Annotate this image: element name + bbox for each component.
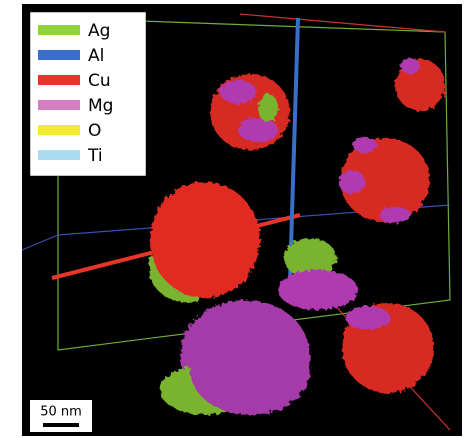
- legend-label: Mg: [88, 96, 113, 116]
- legend-label: Ag: [88, 21, 110, 41]
- legend-swatch: [38, 100, 80, 110]
- legend-label: O: [88, 121, 101, 141]
- legend-box: [29, 11, 147, 177]
- legend-swatch: [38, 25, 80, 35]
- legend-swatch: [38, 150, 80, 160]
- axis-al: [288, 17, 300, 281]
- legend-swatch: [38, 75, 80, 85]
- precipitates: [149, 58, 445, 415]
- legend-swatch: [38, 50, 80, 60]
- legend-label: Al: [88, 46, 104, 66]
- legend-swatch: [38, 125, 80, 135]
- scale-bar-label: 50 nm: [40, 405, 82, 420]
- legend: Ag Al Cu Mg O Ti: [38, 21, 113, 166]
- legend-label: Cu: [88, 71, 111, 91]
- legend-label: Ti: [87, 146, 103, 166]
